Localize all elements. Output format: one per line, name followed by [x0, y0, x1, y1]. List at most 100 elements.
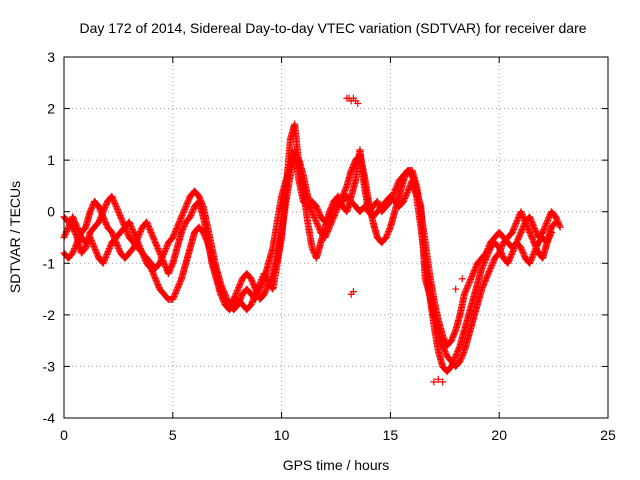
track-c-point [87, 206, 95, 214]
track-c-point [247, 301, 255, 309]
track-c-point [157, 252, 165, 260]
y-tick-label: 0 [47, 204, 55, 220]
track-c-point [523, 222, 531, 230]
track-b-point [69, 213, 77, 221]
track-b-point [130, 230, 138, 238]
track-b-point [175, 281, 183, 289]
track-c-point [457, 356, 465, 364]
track-b-point [399, 197, 407, 205]
track-a-point [117, 214, 125, 222]
track-a-point [384, 229, 392, 237]
track-b-point [518, 245, 526, 253]
track-a-point [112, 203, 120, 211]
track-a-point [315, 224, 323, 232]
track-a-point [314, 221, 322, 229]
track-c-point [512, 220, 520, 228]
track-c-point [158, 255, 166, 263]
track-c-point [145, 222, 153, 230]
track-c-point [326, 206, 334, 214]
grid-lines [64, 57, 608, 418]
track-a-point [163, 243, 171, 251]
track-c-point [520, 215, 528, 223]
track-a-point [176, 216, 184, 224]
track-c-point [309, 245, 317, 253]
track-b-point [104, 247, 112, 255]
y-tick-labels: -4 -3 -2 -1 0 1 2 3 [43, 49, 56, 426]
track-c-point [187, 210, 195, 218]
track-b-point [170, 292, 178, 300]
track-c-point [386, 197, 394, 205]
y-tick-label: -4 [43, 410, 56, 426]
track-c-point [248, 299, 256, 307]
track-b-point [152, 276, 160, 284]
track-c-point [255, 281, 263, 289]
track-b-point [127, 222, 135, 230]
track-c-point [256, 278, 264, 286]
track-c-point [513, 217, 521, 225]
track-b-point [63, 226, 71, 234]
track-a-point [95, 217, 103, 225]
track-c-point [95, 203, 103, 211]
track-c-point [75, 234, 83, 242]
track-a-point [308, 208, 316, 216]
track-b-point [102, 252, 110, 260]
track-c-point [70, 246, 78, 254]
track-a-point [461, 289, 469, 297]
track-a-point [463, 284, 471, 292]
track-c-point [335, 194, 343, 202]
outliers-point [434, 375, 442, 383]
track-a-point [117, 213, 125, 221]
track-c-point [496, 246, 504, 254]
track-c-point [188, 208, 196, 216]
track-a-point [169, 234, 177, 241]
track-c-point [526, 228, 534, 236]
track-c-point [76, 233, 84, 241]
track-c-point [521, 217, 529, 225]
track-b-point [101, 255, 109, 263]
track-b-point [73, 223, 81, 231]
track-c-point [529, 236, 537, 244]
track-c-point [523, 221, 531, 229]
track-b-point [149, 269, 157, 277]
track-c-point [69, 247, 77, 255]
track-a-point [467, 275, 475, 283]
track-b-point [234, 285, 242, 293]
track-c-point [108, 230, 116, 238]
track-a-point [515, 233, 523, 241]
x-tick-label: 15 [383, 427, 399, 443]
track-b-point [478, 264, 486, 272]
track-b-point [104, 249, 112, 257]
track-c-point [533, 245, 541, 253]
track-a-point [542, 221, 550, 229]
track-c-point [552, 218, 560, 226]
track-b-point [401, 194, 409, 202]
track-b-point [171, 289, 179, 297]
track-c-point [186, 213, 194, 221]
track-b-point [72, 222, 80, 230]
track-c-point [179, 225, 187, 233]
track-a-point [111, 200, 119, 208]
track-b-point [90, 242, 98, 250]
track-b-point [87, 236, 95, 244]
track-b-point [151, 273, 159, 281]
track-c-point [179, 224, 187, 232]
axis-ticks [63, 56, 609, 419]
track-a-point [382, 234, 390, 241]
track-c-point [253, 286, 261, 294]
track-c-point [189, 206, 197, 214]
track-c-point [112, 239, 120, 247]
track-c-point [263, 277, 271, 285]
track-c-point [178, 228, 186, 236]
track-a-point [102, 200, 110, 208]
track-b-point [506, 253, 514, 261]
track-a-point [518, 227, 526, 235]
track-b-point [136, 243, 144, 251]
track-c-point [131, 241, 139, 249]
track-a-point [181, 206, 189, 214]
track-c-point [151, 237, 159, 245]
track-c-point [130, 242, 138, 250]
track-c-point [161, 261, 169, 269]
track-b-point [169, 295, 177, 303]
track-c-point [154, 245, 162, 253]
track-c-point [153, 243, 161, 251]
